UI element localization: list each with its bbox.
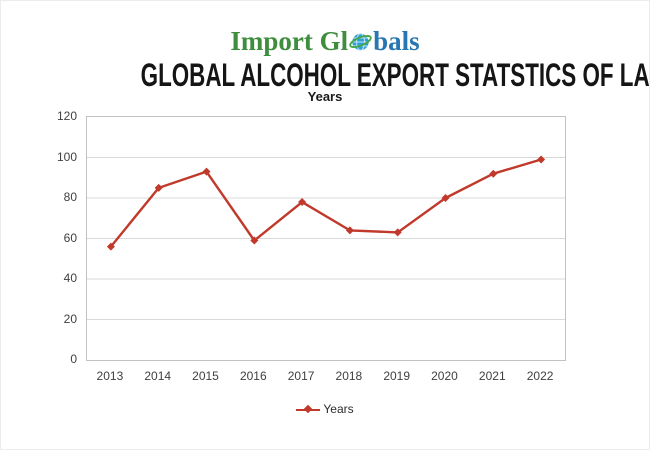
x-tick-label: 2020 — [431, 369, 458, 383]
data-point-marker — [202, 167, 211, 176]
data-point-marker — [537, 155, 546, 164]
chart-title: Years — [307, 89, 343, 104]
data-point-marker — [345, 226, 354, 235]
x-tick-label: 2017 — [287, 369, 315, 383]
x-tick-label: 2019 — [383, 369, 411, 383]
data-point-marker — [154, 183, 163, 192]
x-tick-label: 2018 — [335, 369, 363, 383]
plot-area — [86, 116, 566, 361]
x-axis: 2013 2014 2015 2016 2017 2018 2019 2020 2021 2022 — [86, 369, 564, 383]
logo-text-blue: bals — [373, 25, 420, 56]
x-tick-label: 2022 — [526, 369, 554, 383]
x-tick-label: 2016 — [239, 369, 267, 383]
series-line — [109, 158, 543, 248]
y-tick-label: 100 — [56, 149, 77, 164]
y-axis: 0 20 40 60 80 100 120 — [1, 109, 77, 366]
legend-label: Years — [323, 402, 354, 416]
x-tick-label: 2021 — [478, 369, 506, 383]
y-tick-label: 40 — [63, 271, 77, 285]
data-point-marker — [489, 169, 498, 178]
y-tick-label: 0 — [70, 352, 77, 366]
y-tick-label: 20 — [63, 311, 77, 326]
x-tick-label: 2014 — [144, 369, 172, 383]
data-point-marker — [393, 228, 402, 237]
data-point-marker — [298, 198, 307, 207]
data-point-marker — [250, 236, 259, 245]
globe-icon — [349, 30, 372, 53]
legend-diamond-icon — [304, 404, 313, 414]
logo-text: Import Gl bals — [230, 25, 420, 56]
x-tick-label: 2013 — [96, 369, 124, 383]
y-tick-label: 120 — [56, 109, 77, 123]
y-tick-label: 80 — [63, 190, 77, 204]
legend: Years — [1, 402, 649, 416]
data-point-marker — [106, 242, 115, 251]
y-tick-label: 60 — [63, 230, 77, 245]
legend-line-marker — [296, 404, 321, 414]
x-tick-label: 2015 — [192, 369, 219, 383]
logo-text-green: Import Gl — [230, 25, 349, 56]
page-title: GLOBAL ALCOHOL EXPORT STATSTICS OF LAST … — [140, 57, 650, 93]
data-point-marker — [441, 194, 450, 202]
plot-svg — [87, 155, 565, 320]
logo: Import Gl bals — [1, 23, 649, 59]
